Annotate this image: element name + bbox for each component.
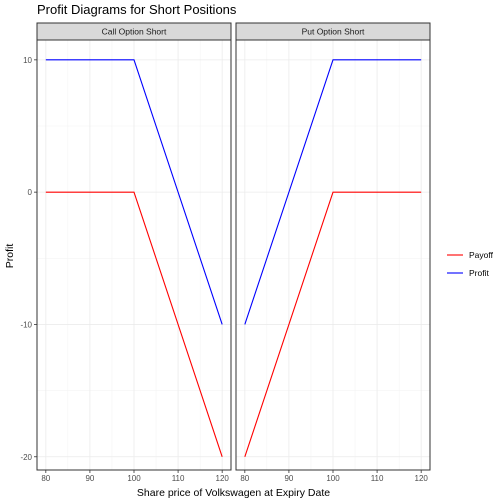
series-line-payoff bbox=[244, 191, 422, 457]
facet-strip-label: Call Option Short bbox=[102, 27, 167, 37]
y-axis-title: Profit bbox=[4, 244, 16, 269]
legend: Payoff Profit bbox=[447, 250, 494, 278]
x-tick-label: 90 bbox=[85, 474, 94, 483]
series-line-profit bbox=[45, 59, 223, 325]
x-tick-label: 100 bbox=[127, 474, 141, 483]
x-axis-title: Share price of Volkswagen at Expiry Date bbox=[137, 487, 330, 499]
series-line-profit bbox=[244, 59, 422, 325]
x-tick-label: 110 bbox=[371, 474, 384, 483]
x-tick-label: 90 bbox=[284, 474, 293, 483]
x-tick-label: 120 bbox=[415, 474, 429, 483]
y-tick-label: 10 bbox=[23, 56, 32, 65]
x-tick-label: 110 bbox=[172, 474, 185, 483]
x-tick-label: 120 bbox=[216, 474, 230, 483]
y-tick-label: -10 bbox=[20, 320, 32, 329]
facet-strip-label: Put Option Short bbox=[302, 27, 365, 37]
y-tick-label: 0 bbox=[28, 188, 33, 197]
legend-item-payoff: Payoff bbox=[447, 250, 494, 260]
series-line-payoff bbox=[45, 191, 223, 457]
x-tick-label: 80 bbox=[240, 474, 249, 483]
x-tick-label: 100 bbox=[326, 474, 340, 483]
y-tick-label: -20 bbox=[20, 453, 32, 462]
chart-title: Profit Diagrams for Short Positions bbox=[37, 2, 237, 17]
x-tick-label: 80 bbox=[41, 474, 50, 483]
facet-panel: Put Option Short 80 90 100 110 120 bbox=[235, 22, 431, 483]
legend-label: Payoff bbox=[469, 250, 494, 260]
legend-label: Profit bbox=[469, 268, 489, 278]
legend-item-profit: Profit bbox=[447, 268, 489, 278]
